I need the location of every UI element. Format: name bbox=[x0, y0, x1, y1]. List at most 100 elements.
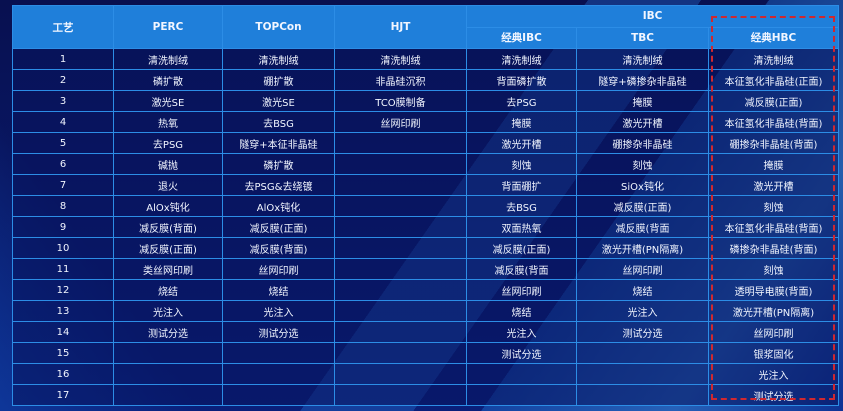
cell-tbc: 隧穿+磷掺杂非晶硅 bbox=[576, 69, 709, 91]
cell-topcon: 光注入 bbox=[222, 300, 335, 322]
header-tbc: TBC bbox=[576, 26, 709, 49]
cell-classic-hbc: 激光开槽 bbox=[708, 174, 839, 196]
table-row: 10 减反膜(正面) 减反膜(背面) 减反膜(正面) 激光开槽(PN隔离) 磷掺杂非晶硅(… bbox=[12, 237, 839, 259]
cell-hjt bbox=[334, 300, 467, 322]
cell-topcon bbox=[222, 363, 335, 385]
cell-topcon: 硼扩散 bbox=[222, 69, 335, 91]
cell-topcon: 减反膜(背面) bbox=[222, 237, 335, 259]
cell-classic-ibc: 光注入 bbox=[466, 321, 577, 343]
cell-step: 1 bbox=[12, 48, 114, 70]
cell-tbc bbox=[576, 363, 709, 385]
cell-topcon: 丝网印刷 bbox=[222, 258, 335, 280]
cell-topcon: 磷扩散 bbox=[222, 153, 335, 175]
cell-step: 9 bbox=[12, 216, 114, 238]
cell-topcon: 去PSG&去绕镀 bbox=[222, 174, 335, 196]
table-row: 11 类丝网印刷 丝网印刷 减反膜(背面 丝网印刷 刻蚀 bbox=[12, 258, 839, 280]
cell-perc: 去PSG bbox=[113, 132, 223, 154]
cell-topcon: 减反膜(正面) bbox=[222, 216, 335, 238]
table-row: 17 测试分选 bbox=[12, 384, 839, 406]
cell-classic-ibc: 去BSG bbox=[466, 195, 577, 217]
cell-classic-hbc: 清洗制绒 bbox=[708, 48, 839, 70]
cell-classic-hbc: 刻蚀 bbox=[708, 258, 839, 280]
cell-classic-hbc: 本征氢化非晶硅(正面) bbox=[708, 69, 839, 91]
cell-classic-hbc: 测试分选 bbox=[708, 384, 839, 406]
cell-perc bbox=[113, 363, 223, 385]
cell-perc: 碱抛 bbox=[113, 153, 223, 175]
header-process: 工艺 bbox=[12, 5, 114, 49]
cell-topcon bbox=[222, 384, 335, 406]
cell-classic-hbc: 硼掺杂非晶硅(背面) bbox=[708, 132, 839, 154]
cell-hjt bbox=[334, 279, 467, 301]
cell-perc: 测试分选 bbox=[113, 321, 223, 343]
header-hjt: HJT bbox=[334, 5, 467, 49]
cell-perc: 激光SE bbox=[113, 90, 223, 112]
cell-step: 8 bbox=[12, 195, 114, 217]
cell-hjt bbox=[334, 195, 467, 217]
cell-step: 12 bbox=[12, 279, 114, 301]
table-row: 5 去PSG 隧穿+本征非晶硅 激光开槽 硼掺杂非晶硅 硼掺杂非晶硅(背面) bbox=[12, 132, 839, 154]
cell-perc: 烧结 bbox=[113, 279, 223, 301]
cell-classic-ibc: 减反膜(背面 bbox=[466, 258, 577, 280]
cell-classic-ibc: 丝网印刷 bbox=[466, 279, 577, 301]
cell-hjt bbox=[334, 384, 467, 406]
table-row: 15 测试分选 银浆固化 bbox=[12, 342, 839, 364]
cell-classic-hbc: 掩膜 bbox=[708, 153, 839, 175]
cell-topcon bbox=[222, 342, 335, 364]
table-row: 1 清洗制绒 清洗制绒 清洗制绒 清洗制绒 清洗制绒 清洗制绒 bbox=[12, 48, 839, 70]
cell-classic-hbc: 激光开槽(PN隔离) bbox=[708, 300, 839, 322]
header-classic-ibc: 经典IBC bbox=[466, 26, 577, 49]
cell-step: 5 bbox=[12, 132, 114, 154]
cell-classic-hbc: 本征氢化非晶硅(背面) bbox=[708, 111, 839, 133]
cell-perc: 减反膜(正面) bbox=[113, 237, 223, 259]
header-classic-hbc: 经典HBC bbox=[708, 26, 839, 49]
cell-perc: 热氧 bbox=[113, 111, 223, 133]
table-row: 9 减反膜(背面) 减反膜(正面) 双面热氧 减反膜(背面 本征氢化非晶硅(背面) bbox=[12, 216, 839, 238]
cell-tbc: 光注入 bbox=[576, 300, 709, 322]
table-row: 7 退火 去PSG&去绕镀 背面硼扩 SiOx钝化 激光开槽 bbox=[12, 174, 839, 196]
header-topcon: TOPCon bbox=[222, 5, 335, 49]
cell-tbc: 掩膜 bbox=[576, 90, 709, 112]
cell-classic-hbc: 本征氢化非晶硅(背面) bbox=[708, 216, 839, 238]
cell-tbc: 激光开槽 bbox=[576, 111, 709, 133]
cell-tbc: 减反膜(背面 bbox=[576, 216, 709, 238]
cell-classic-ibc: 激光开槽 bbox=[466, 132, 577, 154]
table-row: 6 碱抛 磷扩散 刻蚀 刻蚀 掩膜 bbox=[12, 153, 839, 175]
cell-hjt bbox=[334, 174, 467, 196]
cell-perc bbox=[113, 384, 223, 406]
cell-hjt bbox=[334, 258, 467, 280]
cell-hjt bbox=[334, 216, 467, 238]
cell-perc: 清洗制绒 bbox=[113, 48, 223, 70]
cell-classic-ibc: 减反膜(正面) bbox=[466, 237, 577, 259]
cell-classic-ibc: 烧结 bbox=[466, 300, 577, 322]
header-perc: PERC bbox=[113, 5, 223, 49]
table-row: 12 烧结 烧结 丝网印刷 烧结 透明导电膜(背面) bbox=[12, 279, 839, 301]
cell-tbc bbox=[576, 384, 709, 406]
cell-topcon: 去BSG bbox=[222, 111, 335, 133]
cell-step: 3 bbox=[12, 90, 114, 112]
cell-classic-ibc bbox=[466, 384, 577, 406]
cell-step: 11 bbox=[12, 258, 114, 280]
cell-step: 16 bbox=[12, 363, 114, 385]
cell-classic-hbc: 磷掺杂非晶硅(背面) bbox=[708, 237, 839, 259]
cell-classic-hbc: 减反膜(正面) bbox=[708, 90, 839, 112]
cell-perc: 减反膜(背面) bbox=[113, 216, 223, 238]
cell-tbc: 测试分选 bbox=[576, 321, 709, 343]
cell-classic-ibc: 背面硼扩 bbox=[466, 174, 577, 196]
cell-tbc: 烧结 bbox=[576, 279, 709, 301]
cell-tbc bbox=[576, 342, 709, 364]
cell-perc: AlOx钝化 bbox=[113, 195, 223, 217]
cell-hjt bbox=[334, 132, 467, 154]
cell-perc: 光注入 bbox=[113, 300, 223, 322]
cell-classic-ibc: 掩膜 bbox=[466, 111, 577, 133]
cell-classic-ibc: 测试分选 bbox=[466, 342, 577, 364]
cell-topcon: 烧结 bbox=[222, 279, 335, 301]
table-row: 16 光注入 bbox=[12, 363, 839, 385]
cell-tbc: 激光开槽(PN隔离) bbox=[576, 237, 709, 259]
cell-step: 15 bbox=[12, 342, 114, 364]
cell-topcon: AlOx钝化 bbox=[222, 195, 335, 217]
table-row: 3 激光SE 激光SE TCO膜制备 去PSG 掩膜 减反膜(正面) bbox=[12, 90, 839, 112]
cell-hjt bbox=[334, 237, 467, 259]
cell-classic-ibc: 双面热氧 bbox=[466, 216, 577, 238]
cell-topcon: 激光SE bbox=[222, 90, 335, 112]
cell-classic-ibc: 刻蚀 bbox=[466, 153, 577, 175]
